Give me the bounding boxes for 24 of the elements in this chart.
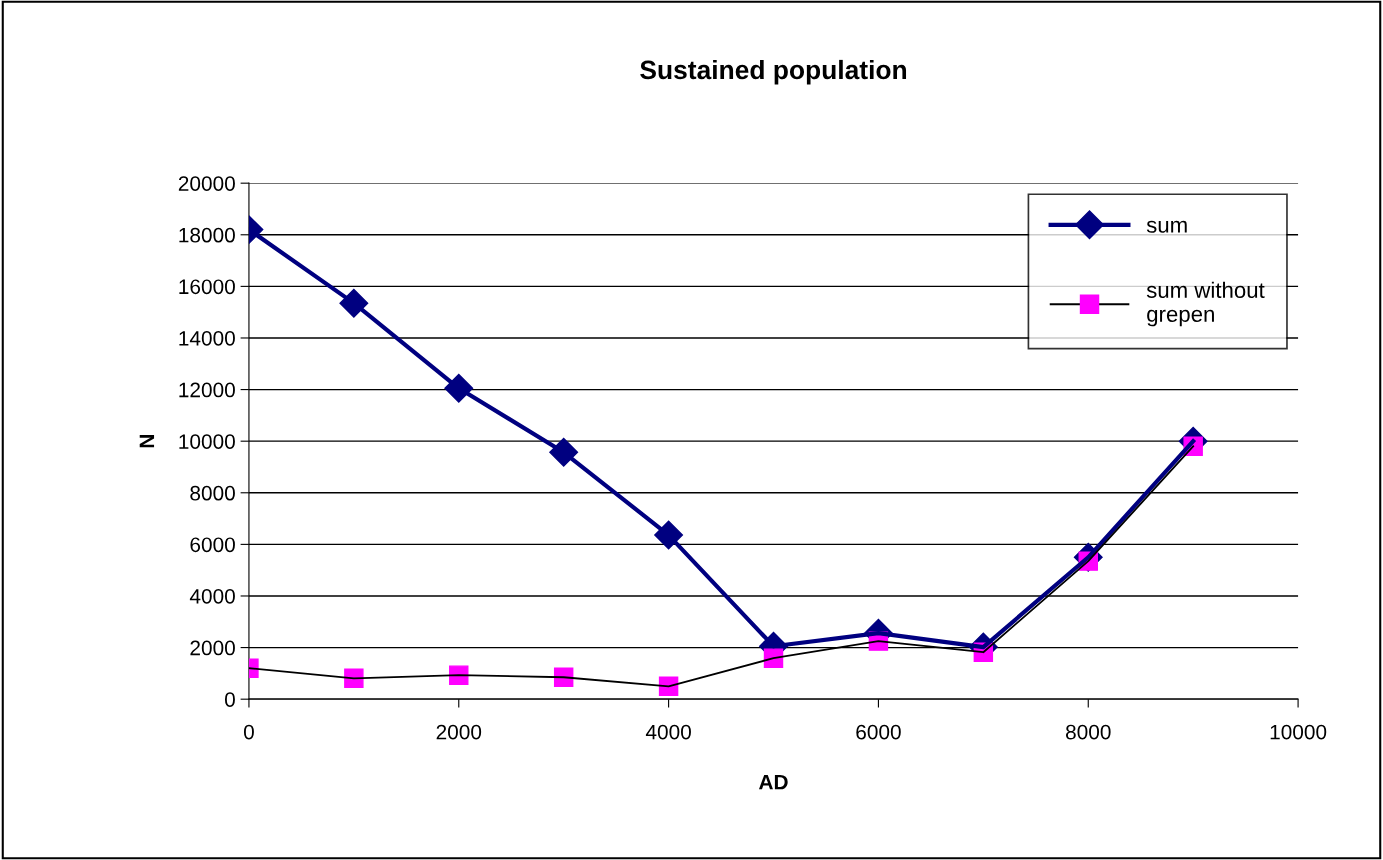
y-tick-label: 8000 — [190, 485, 235, 501]
point — [763, 648, 784, 668]
chart-title: Sustained population — [640, 59, 907, 85]
x-tick-label: 0 — [243, 724, 254, 740]
y-tick-label: 16000 — [179, 279, 235, 295]
y-tick-label: 6000 — [190, 537, 235, 553]
y-tick-label: 2000 — [190, 640, 235, 656]
y-tick-label: 18000 — [179, 227, 235, 243]
x-tick-label: 10000 — [1270, 724, 1327, 740]
y-tick-label: 12000 — [179, 382, 235, 398]
y-tick-label: 14000 — [179, 330, 235, 346]
y-tick-label: 10000 — [179, 434, 235, 449]
y-axis-title: N — [139, 435, 155, 448]
y-tick-label: 0 — [224, 692, 235, 707]
x-tick-label: 6000 — [856, 724, 901, 740]
legend-label: sum — [1146, 220, 1187, 233]
x-tick-label: 2000 — [436, 724, 482, 740]
x-tick-label: 8000 — [1065, 724, 1111, 740]
x-tick-label: 4000 — [645, 724, 691, 740]
x-axis-title: AD — [758, 774, 788, 790]
point — [344, 668, 364, 689]
legend-label: sum without grepen — [1146, 281, 1265, 327]
y-tick-label: 4000 — [189, 588, 235, 604]
y-tick-label: 20000 — [178, 176, 235, 191]
